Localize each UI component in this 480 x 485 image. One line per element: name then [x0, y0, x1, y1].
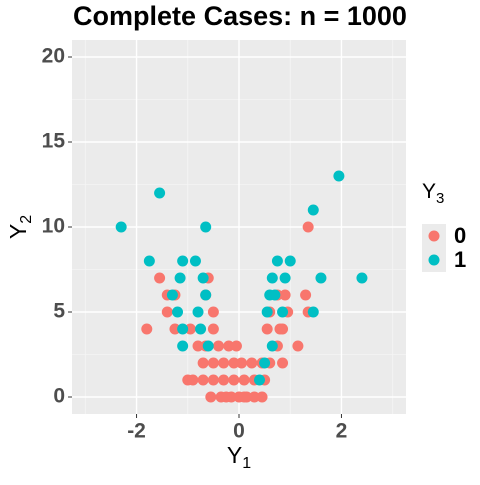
point — [300, 289, 312, 301]
legend-title-main: Y — [422, 180, 436, 203]
point — [238, 391, 250, 403]
y-axis-title-sub: 2 — [18, 215, 35, 224]
legend-swatch — [428, 254, 440, 266]
point — [197, 272, 209, 284]
y-axis-title: Y2 — [5, 215, 35, 239]
x-axis-title-sub: 1 — [242, 455, 251, 472]
point — [197, 374, 209, 386]
point — [228, 357, 240, 369]
legend-title-sub: 3 — [436, 190, 444, 207]
point — [172, 306, 184, 318]
y-tick-label: 5 — [53, 300, 65, 323]
point — [279, 272, 291, 284]
x-axis-title-main: Y — [227, 442, 242, 468]
point — [356, 272, 368, 284]
point — [277, 306, 289, 318]
point — [284, 255, 296, 267]
point — [230, 340, 242, 352]
point — [174, 272, 186, 284]
point — [207, 306, 219, 318]
point — [200, 289, 212, 301]
point — [182, 374, 194, 386]
point — [169, 323, 181, 335]
point — [189, 255, 201, 267]
point — [333, 170, 345, 182]
point — [197, 357, 209, 369]
point — [218, 374, 230, 386]
point — [302, 221, 314, 233]
x-tick-label: 2 — [336, 420, 348, 443]
point — [166, 289, 178, 301]
point — [246, 357, 258, 369]
point — [192, 340, 204, 352]
point — [154, 187, 166, 199]
point — [253, 374, 265, 386]
legend-label: 1 — [454, 247, 466, 272]
point — [177, 255, 189, 267]
chart-title: Complete Cases: n = 1000 — [73, 1, 407, 31]
point — [205, 391, 217, 403]
y-tick-label: 15 — [42, 130, 66, 153]
x-axis-title: Y1 — [227, 442, 251, 472]
point — [266, 272, 278, 284]
point — [279, 289, 291, 301]
point — [220, 391, 232, 403]
point — [207, 357, 219, 369]
y-axis-title-main: Y — [5, 224, 31, 239]
point — [177, 340, 189, 352]
point — [236, 357, 248, 369]
point — [307, 306, 319, 318]
point — [177, 323, 189, 335]
point — [307, 204, 319, 216]
point — [195, 323, 207, 335]
point — [228, 374, 240, 386]
legend-label: 0 — [454, 223, 466, 248]
legend-swatch — [428, 230, 440, 242]
point — [259, 357, 271, 369]
x-tick-label: -2 — [127, 420, 146, 443]
legend-title: Y3 — [422, 180, 444, 207]
point — [161, 306, 173, 318]
y-tick-label: 0 — [53, 385, 65, 408]
point — [154, 272, 166, 284]
point — [248, 391, 260, 403]
point — [269, 289, 281, 301]
point — [213, 340, 225, 352]
point — [184, 323, 196, 335]
x-tick-label: 0 — [233, 420, 245, 443]
point — [277, 323, 289, 335]
point — [200, 221, 212, 233]
point — [207, 374, 219, 386]
point — [277, 357, 289, 369]
point — [292, 340, 304, 352]
point — [115, 221, 127, 233]
point — [261, 306, 273, 318]
y-tick-label: 10 — [42, 215, 65, 238]
point — [256, 391, 268, 403]
point — [192, 306, 204, 318]
point — [207, 323, 219, 335]
point — [218, 357, 230, 369]
point — [141, 323, 153, 335]
point — [202, 340, 214, 352]
point — [223, 340, 235, 352]
point — [271, 255, 283, 267]
point — [261, 323, 273, 335]
point — [266, 340, 278, 352]
point — [238, 374, 250, 386]
point — [315, 272, 327, 284]
point — [143, 255, 155, 267]
y-tick-label: 20 — [42, 45, 65, 68]
